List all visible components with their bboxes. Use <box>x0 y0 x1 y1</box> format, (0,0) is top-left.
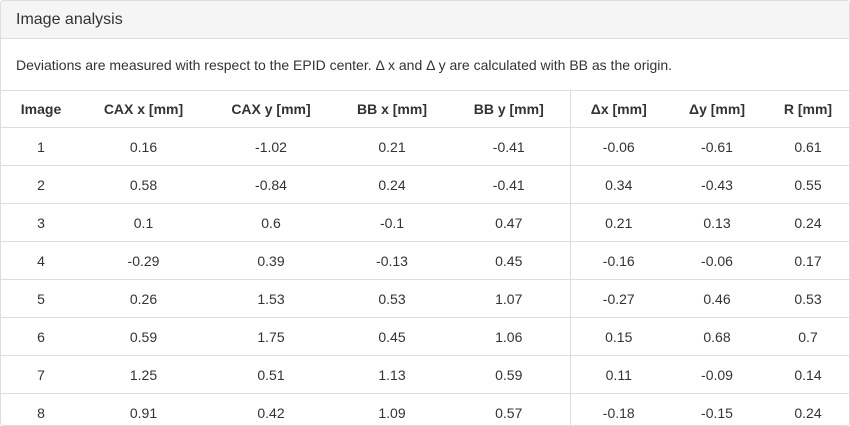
cell-delta-x: -0.18 <box>569 393 667 425</box>
cell-r: 0.24 <box>767 393 849 425</box>
cell-delta-y: 0.13 <box>667 203 767 242</box>
cell-bb-x: 0.53 <box>336 279 448 318</box>
cell-r: 0.61 <box>767 127 849 166</box>
header-delta-y: Δy [mm] <box>689 101 745 117</box>
table-row: 4 -0.29 0.39 -0.13 0.45 -0.16 -0.06 0.17 <box>1 241 849 280</box>
cell-cax-x: 0.16 <box>81 127 206 166</box>
cell-delta-x: 0.15 <box>569 317 667 356</box>
cell-image: 3 <box>1 203 81 242</box>
cell-image: 1 <box>1 127 81 166</box>
cell-bb-x: 1.09 <box>336 393 448 425</box>
header-bb-y: BB y [mm] <box>473 101 544 117</box>
header-bb-x: BB x [mm] <box>356 101 427 117</box>
cell-image: 2 <box>1 165 81 204</box>
cell-image: 5 <box>1 279 81 318</box>
cell-delta-x: -0.16 <box>569 241 667 280</box>
cell-image: 6 <box>1 317 81 356</box>
cell-delta-y: 0.46 <box>667 279 767 318</box>
cell-bb-x: 0.24 <box>336 165 448 204</box>
cell-bb-x: -0.1 <box>336 203 448 242</box>
cell-cax-y: -1.02 <box>206 127 336 166</box>
cell-bb-y: 0.47 <box>448 203 570 242</box>
analysis-table: Image CAX x [mm] CAX y [mm] BB x [mm] BB… <box>1 91 849 425</box>
panel-heading: Image analysis <box>1 1 849 39</box>
cell-cax-x: 0.1 <box>81 203 206 242</box>
header-r: R [mm] <box>783 101 833 117</box>
table-row: 5 0.26 1.53 0.53 1.07 -0.27 0.46 0.53 <box>1 279 849 318</box>
header-cax-x: CAX x [mm] <box>103 101 184 117</box>
cell-r: 0.53 <box>767 279 849 318</box>
table-header-row: Image CAX x [mm] CAX y [mm] BB x [mm] BB… <box>1 91 849 128</box>
cell-delta-x: -0.27 <box>569 279 667 318</box>
cell-bb-x: 0.45 <box>336 317 448 356</box>
cell-cax-y: 0.42 <box>206 393 336 425</box>
cell-r: 0.24 <box>767 203 849 242</box>
cell-bb-y: 0.45 <box>448 241 570 280</box>
cell-r: 0.7 <box>767 317 849 356</box>
cell-cax-y: 0.6 <box>206 203 336 242</box>
cell-image: 4 <box>1 241 81 280</box>
cell-bb-x: 1.13 <box>336 355 448 394</box>
cell-cax-y: 1.75 <box>206 317 336 356</box>
cell-bb-y: 1.07 <box>448 279 570 318</box>
cell-delta-x: 0.21 <box>569 203 667 242</box>
table-row: 6 0.59 1.75 0.45 1.06 0.15 0.68 0.7 <box>1 317 849 356</box>
header-delta-x: Δx [mm] <box>569 91 667 128</box>
panel-title: Image analysis <box>16 10 123 28</box>
cell-r: 0.17 <box>767 241 849 280</box>
cell-cax-y: 0.51 <box>206 355 336 394</box>
cell-cax-x: -0.29 <box>81 241 206 280</box>
cell-bb-y: 0.59 <box>448 355 570 394</box>
cell-image: 8 <box>1 393 81 425</box>
cell-r: 0.14 <box>767 355 849 394</box>
table-row: 8 0.91 0.42 1.09 0.57 -0.18 -0.15 0.24 <box>1 393 849 425</box>
cell-cax-x: 1.25 <box>81 355 206 394</box>
cell-cax-x: 0.59 <box>81 317 206 356</box>
cell-bb-x: 0.21 <box>336 127 448 166</box>
cell-bb-y: -0.41 <box>448 127 570 166</box>
cell-delta-y: -0.61 <box>667 127 767 166</box>
cell-delta-y: -0.43 <box>667 165 767 204</box>
cell-bb-y: 0.57 <box>448 393 570 425</box>
cell-cax-y: 0.39 <box>206 241 336 280</box>
cell-delta-x: 0.34 <box>569 165 667 204</box>
cell-bb-y: 1.06 <box>448 317 570 356</box>
cell-bb-y: -0.41 <box>448 165 570 204</box>
cell-delta-y: -0.06 <box>667 241 767 280</box>
cell-cax-x: 0.26 <box>81 279 206 318</box>
cell-image: 7 <box>1 355 81 394</box>
cell-delta-x: -0.06 <box>569 127 667 166</box>
cell-delta-y: 0.68 <box>667 317 767 356</box>
table-row: 2 0.58 -0.84 0.24 -0.41 0.34 -0.43 0.55 <box>1 165 849 204</box>
cell-cax-x: 0.91 <box>81 393 206 425</box>
cell-delta-x: 0.11 <box>569 355 667 394</box>
panel-description: Deviations are measured with respect to … <box>1 39 849 91</box>
cell-cax-x: 0.58 <box>81 165 206 204</box>
cell-cax-y: 1.53 <box>206 279 336 318</box>
table-row: 3 0.1 0.6 -0.1 0.47 0.21 0.13 0.24 <box>1 203 849 242</box>
cell-cax-y: -0.84 <box>206 165 336 204</box>
cell-r: 0.55 <box>767 165 849 204</box>
table-row: 7 1.25 0.51 1.13 0.59 0.11 -0.09 0.14 <box>1 355 849 394</box>
header-cax-y: CAX y [mm] <box>231 101 311 117</box>
header-image: Image <box>20 101 62 117</box>
cell-bb-x: -0.13 <box>336 241 448 280</box>
cell-delta-y: -0.09 <box>667 355 767 394</box>
table-row: 1 0.16 -1.02 0.21 -0.41 -0.06 -0.61 0.61 <box>1 127 849 166</box>
cell-delta-y: -0.15 <box>667 393 767 425</box>
